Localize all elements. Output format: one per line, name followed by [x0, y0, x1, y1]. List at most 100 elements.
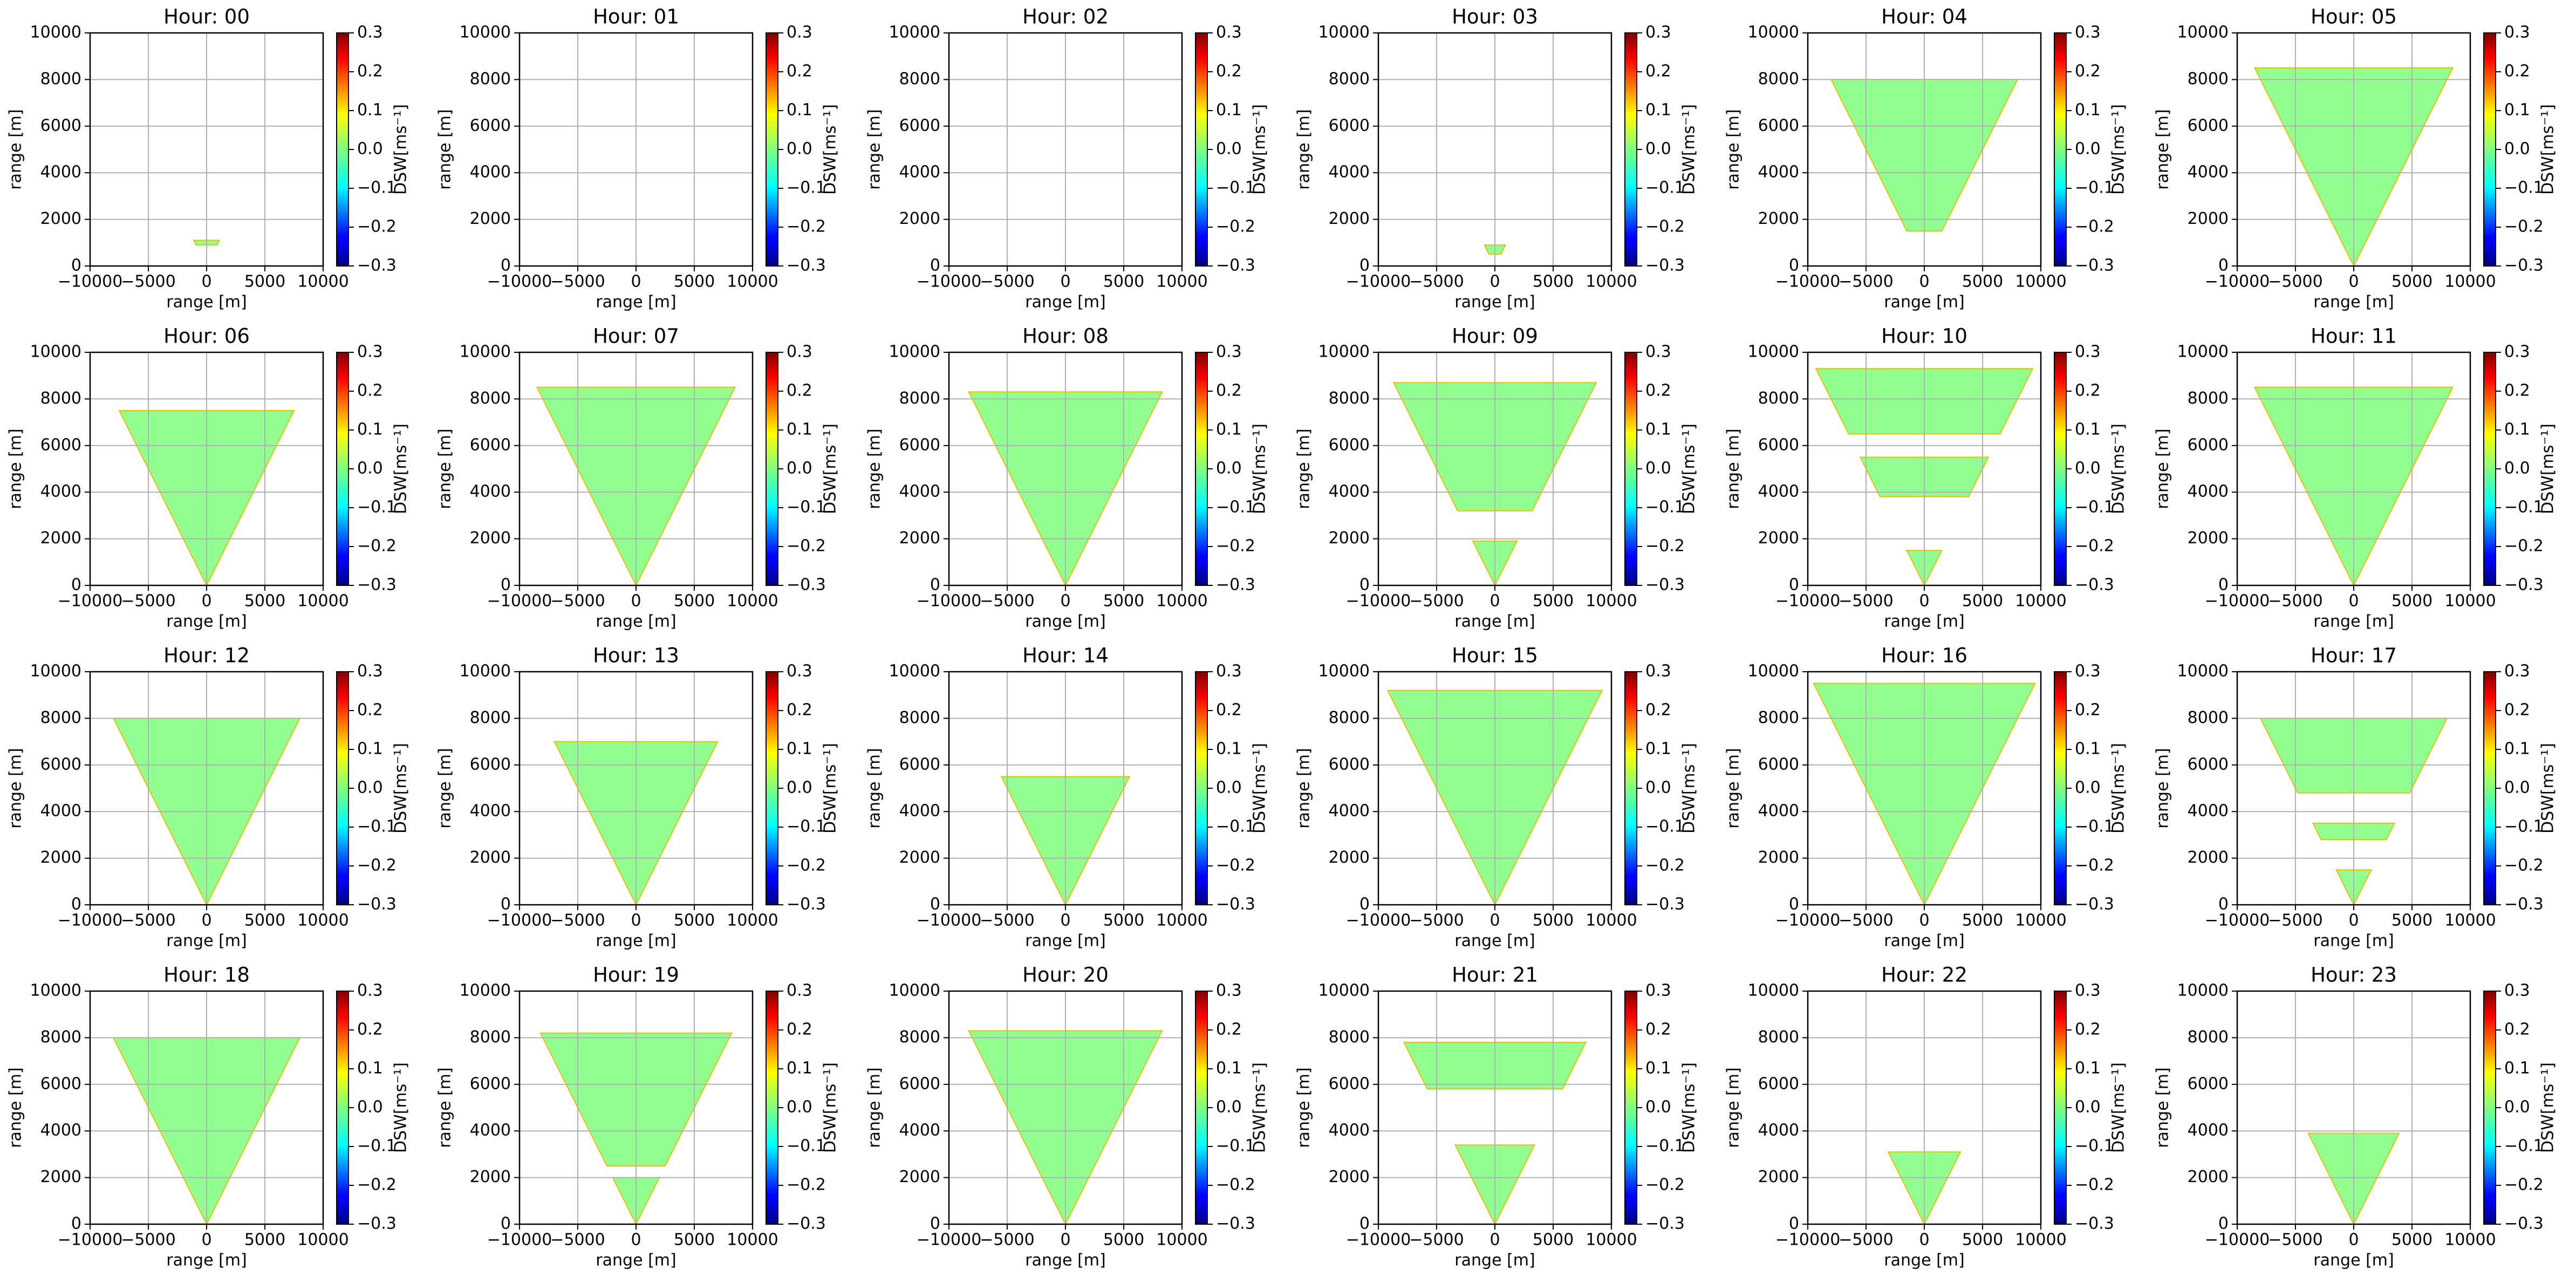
colorbar-label: DSW[ms⁻¹]: [1680, 743, 1699, 834]
y-tick-label: 4000: [1329, 1121, 1370, 1140]
x-axis-label: range [m]: [1025, 1251, 1105, 1270]
colorbar-tick-label: 0.3: [1645, 662, 1671, 681]
colorbar-tick-label: 0.1: [1645, 420, 1671, 439]
x-tick-label: 10000: [2015, 1231, 2066, 1250]
x-tick-label: −10000: [1346, 911, 1411, 930]
y-tick-label: 2000: [470, 848, 511, 867]
x-tick-label: −5000: [121, 272, 175, 291]
colorbar-tick-label: −0.2: [357, 217, 397, 236]
x-tick-label: −5000: [980, 1231, 1034, 1250]
colorbar-tick-label: −0.2: [787, 537, 826, 556]
y-tick-label: 8000: [40, 708, 81, 727]
colorbar-label: DSW[ms⁻¹]: [2109, 1062, 2128, 1153]
plot-frame: [1807, 671, 2042, 906]
x-tick-label: 5000: [1103, 911, 1144, 930]
x-tick-label: 10000: [2444, 592, 2496, 611]
colorbar-tick-label: 0.0: [2504, 459, 2530, 478]
y-tick-label: 8000: [2188, 1028, 2229, 1047]
y-tick-label: 8000: [899, 708, 940, 727]
y-axis-label: range [m]: [6, 428, 25, 509]
colorbar-tick-label: 0.2: [2075, 62, 2101, 81]
colorbar-tick-label: 0.3: [357, 662, 383, 681]
y-axis-label: range [m]: [6, 748, 25, 828]
x-tick-label: −10000: [1775, 592, 1841, 611]
colorbar-tick-label: −0.2: [1216, 537, 1255, 556]
x-tick-label: −10000: [58, 911, 123, 930]
x-tick-label: −10000: [917, 1231, 982, 1250]
x-tick-label: 5000: [1962, 1231, 2003, 1250]
x-tick-label: 5000: [1533, 592, 1574, 611]
y-tick-label: 10000: [460, 981, 511, 1000]
colorbar-tick-label: 0.0: [1645, 1098, 1671, 1117]
x-axis-label: range [m]: [1884, 1251, 1964, 1270]
y-tick-label: 4000: [470, 1121, 511, 1140]
x-tick-label: 5000: [1103, 1231, 1144, 1250]
x-tick-label: 5000: [2391, 1231, 2432, 1250]
x-tick-label: −10000: [1346, 272, 1411, 291]
y-tick-label: 0: [1359, 895, 1370, 914]
colorbar-tick-label: 0.2: [357, 381, 383, 400]
colorbar-tick-label: −0.3: [357, 1214, 397, 1233]
colorbar-tick-label: 0.1: [2504, 101, 2530, 120]
colorbar-tick-label: −0.2: [2504, 537, 2544, 556]
x-tick-label: −5000: [2268, 1231, 2322, 1250]
y-tick-label: 2000: [1329, 1168, 1370, 1186]
x-tick-label: −5000: [550, 592, 605, 611]
y-tick-label: 10000: [1318, 343, 1370, 361]
y-tick-label: 6000: [1329, 435, 1370, 454]
colorbar: [2483, 671, 2496, 905]
colorbar-tick-label: 0.0: [357, 140, 383, 159]
colorbar-tick-label: 0.0: [2075, 779, 2101, 797]
colorbar-tick-label: 0.2: [1645, 62, 1671, 81]
y-axis-label: range [m]: [1724, 1067, 1743, 1148]
y-tick-label: 8000: [2188, 708, 2229, 727]
x-axis-label: range [m]: [2313, 1251, 2394, 1270]
x-tick-label: 10000: [2444, 1231, 2496, 1250]
colorbar-tick-label: 0.1: [1645, 101, 1671, 120]
x-axis-label: range [m]: [2313, 932, 2394, 951]
colorbar-tick-label: 0.2: [2504, 62, 2530, 81]
colorbar: [336, 991, 349, 1225]
y-tick-label: 10000: [1748, 343, 1799, 361]
panel-title: Hour: 02: [1022, 5, 1109, 29]
y-tick-label: 0: [2218, 1214, 2229, 1233]
y-tick-label: 4000: [1758, 1121, 1799, 1140]
colorbar-tick-label: 0.2: [787, 62, 812, 81]
x-tick-label: 0: [1489, 911, 1500, 930]
y-tick-label: 10000: [1748, 981, 1799, 1000]
x-axis-label: range [m]: [166, 932, 247, 951]
x-axis-label: range [m]: [166, 612, 247, 631]
y-tick-label: 0: [501, 895, 511, 914]
colorbar-tick-label: 0.3: [357, 343, 383, 361]
x-tick-label: 0: [631, 272, 641, 291]
y-tick-label: 10000: [2177, 343, 2229, 361]
panel-title: Hour: 08: [1022, 325, 1109, 348]
colorbar-tick-label: 0.2: [2504, 701, 2530, 720]
x-tick-label: 0: [1489, 272, 1500, 291]
colorbar-tick-label: −0.3: [1645, 256, 1685, 275]
colorbar-tick-label: 0.0: [1216, 779, 1242, 797]
x-axis-label: range [m]: [1884, 293, 1964, 312]
colorbar-tick-label: 0.1: [787, 1059, 812, 1078]
colorbar-tick-label: −0.1: [1216, 498, 1255, 517]
y-tick-label: 8000: [1329, 70, 1370, 88]
y-tick-label: 8000: [1329, 389, 1370, 408]
y-tick-label: 10000: [460, 23, 511, 42]
x-axis-label: range [m]: [1454, 293, 1535, 312]
colorbar-tick-label: −0.1: [2075, 817, 2114, 836]
plot-frame: [89, 671, 324, 906]
colorbar-tick-label: 0.1: [2075, 740, 2101, 759]
panel-title: Hour: 13: [593, 644, 679, 667]
y-tick-label: 6000: [1758, 435, 1799, 454]
colorbar-tick-label: 0.2: [1216, 62, 1242, 81]
colorbar-tick-label: 0.2: [357, 1020, 383, 1039]
colorbar-tick-label: 0.2: [1645, 701, 1671, 720]
y-tick-label: 6000: [899, 1074, 940, 1093]
x-axis-label: range [m]: [1025, 932, 1105, 951]
y-tick-label: 2000: [1329, 209, 1370, 228]
colorbar-label: DSW[ms⁻¹]: [1251, 743, 1269, 834]
x-tick-label: 0: [201, 911, 211, 930]
colorbar-tick-label: 0.0: [787, 459, 812, 478]
y-tick-label: 8000: [40, 389, 81, 408]
colorbar-tick-label: 0.3: [787, 981, 812, 1000]
